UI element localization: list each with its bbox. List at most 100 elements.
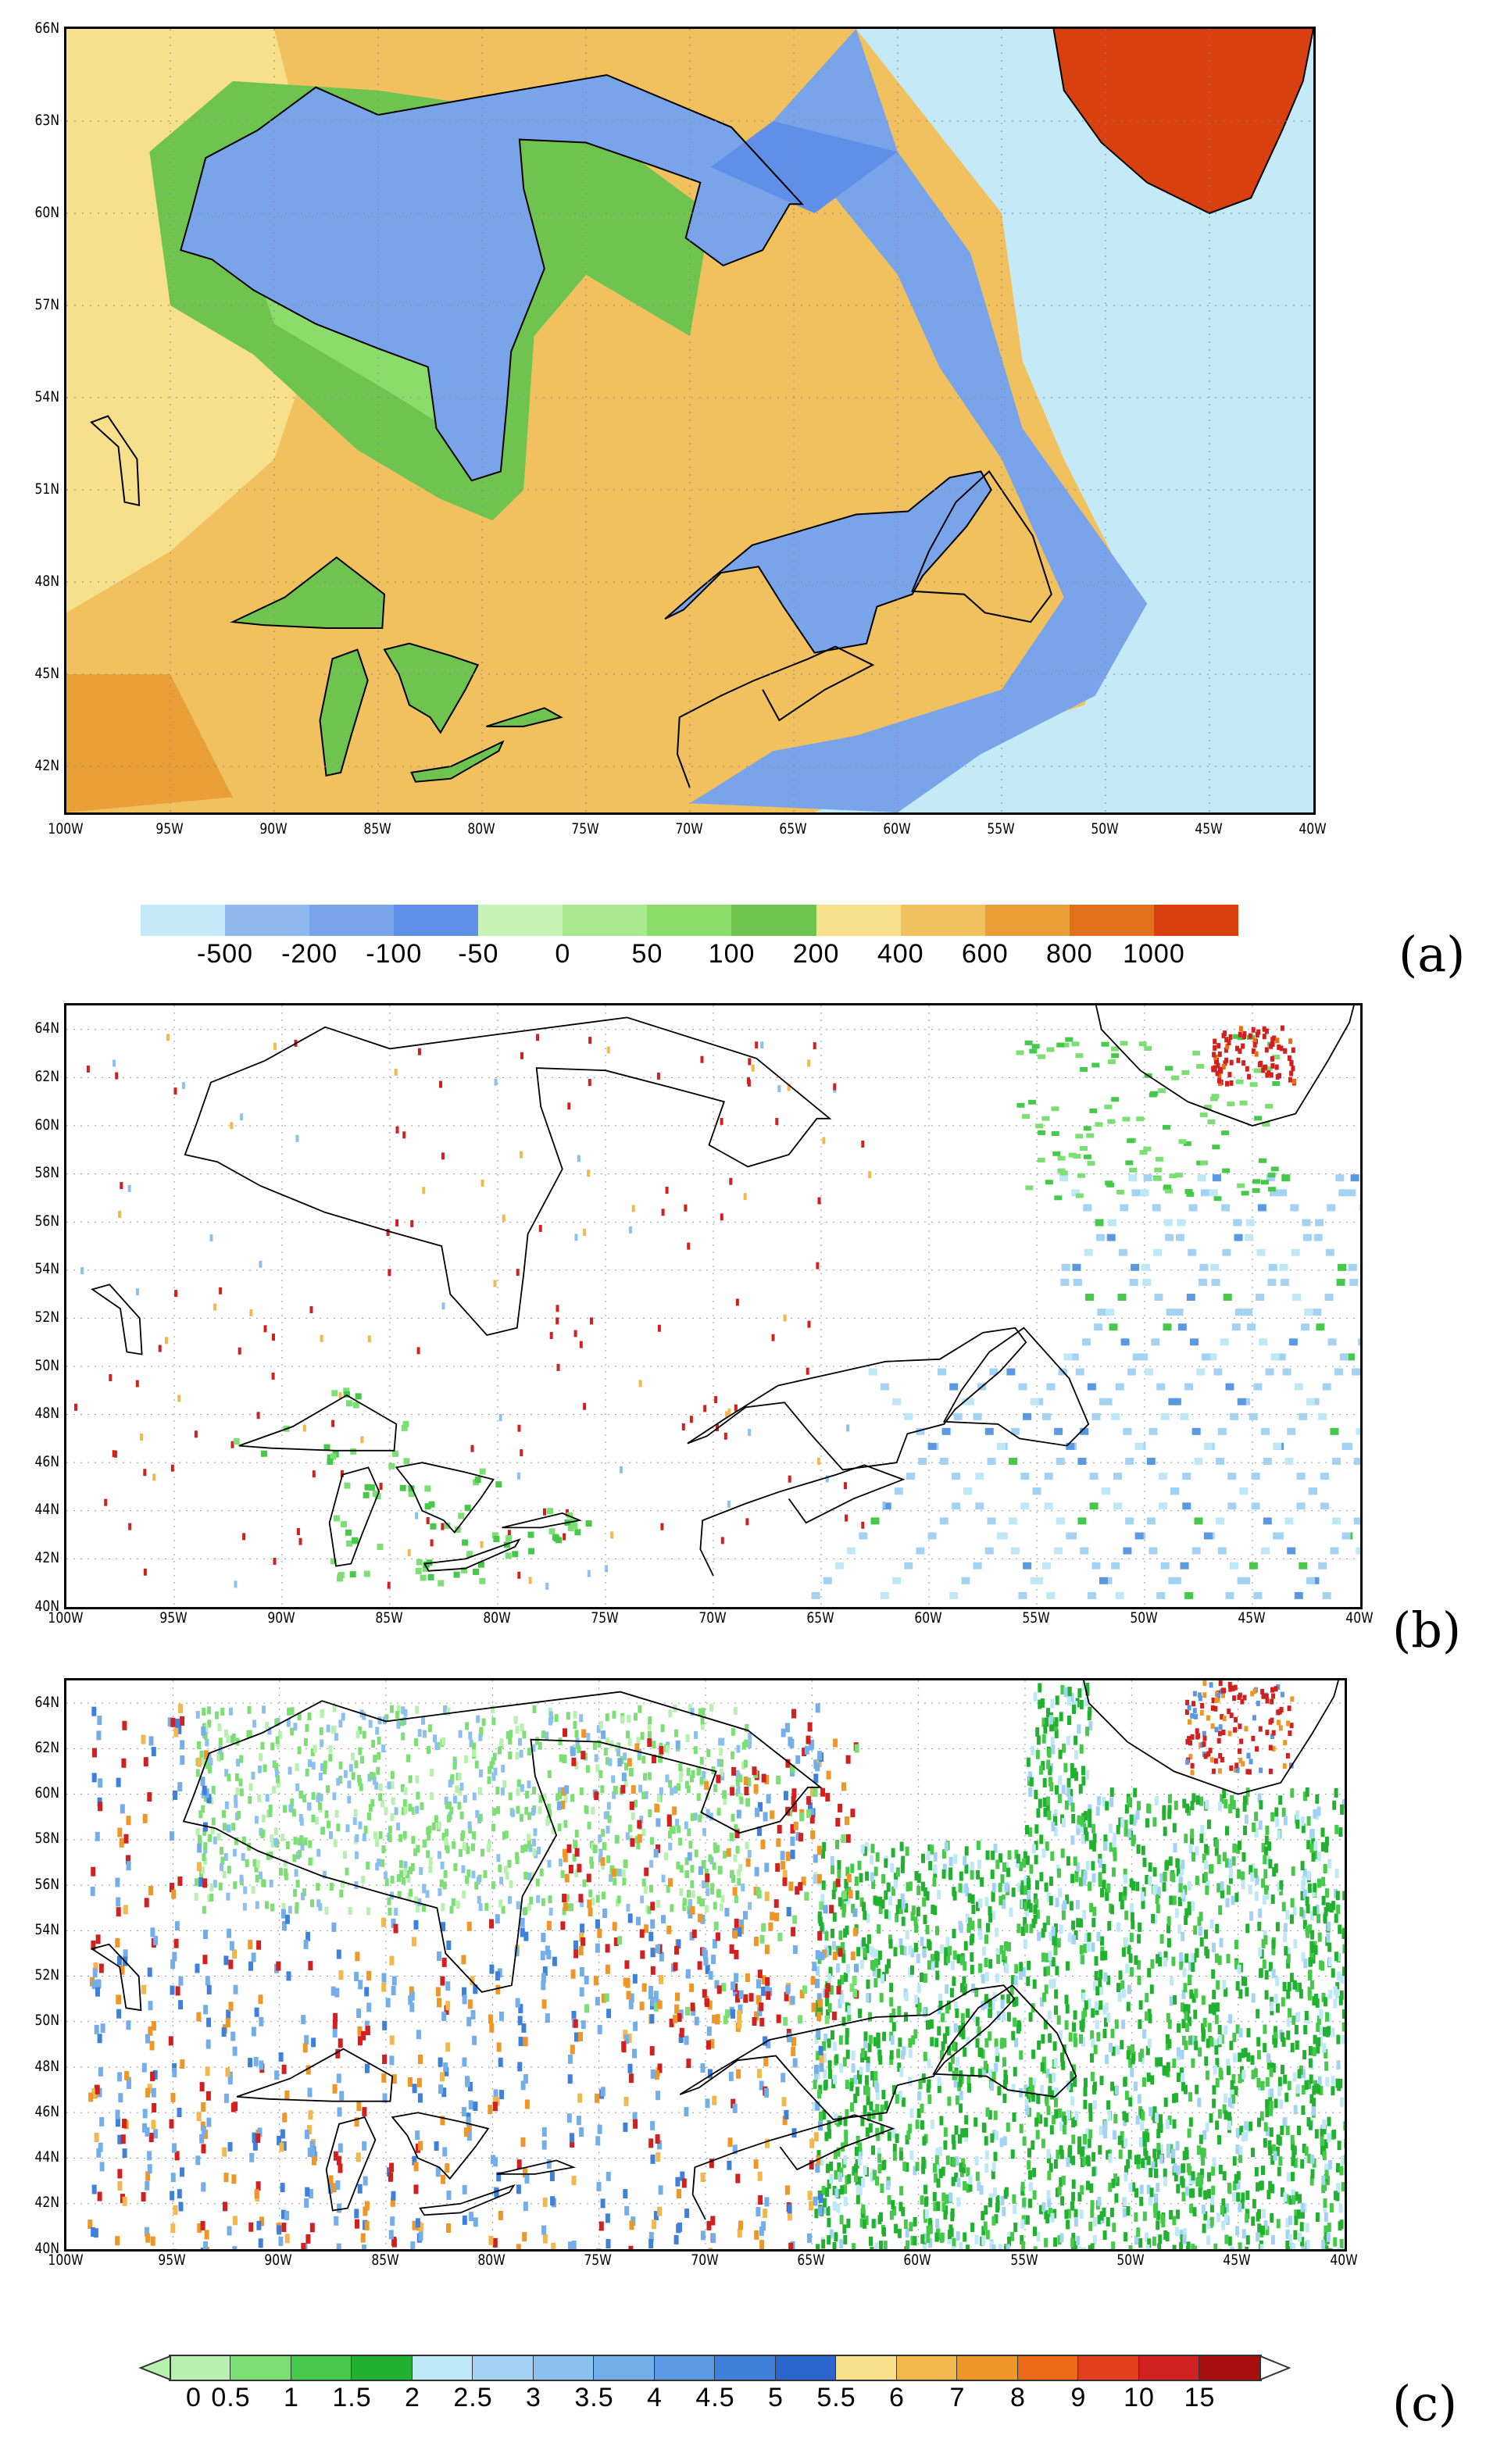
obs-pixel [1341, 2182, 1345, 2192]
obs-pixel [1262, 2209, 1266, 2219]
obs-pixel [1275, 1817, 1279, 1827]
obs-pixel [628, 1226, 632, 1234]
obs-pixel [842, 2057, 847, 2067]
obs-pixel [259, 2060, 264, 2070]
obs-pixel [1268, 2180, 1273, 2191]
obs-pixel [502, 1831, 506, 1840]
obs-pixel [1234, 2173, 1238, 2184]
obs-pixel [998, 2244, 1002, 2249]
obs-pixel [1180, 1412, 1189, 1420]
obs-pixel [305, 2130, 309, 2140]
obs-pixel [1123, 1868, 1127, 1878]
obs-pixel [970, 2066, 974, 2077]
obs-pixel [1109, 1787, 1114, 1798]
obs-pixel [1222, 1852, 1227, 1862]
obs-pixel [1168, 1856, 1173, 1866]
obs-pixel [1060, 2052, 1064, 2062]
obs-pixel [1167, 1809, 1172, 1819]
obs-pixel [1216, 1062, 1220, 1069]
obs-pixel [748, 1058, 752, 1066]
obs-pixel [1123, 2077, 1127, 2087]
obs-pixel [401, 1424, 408, 1431]
obs-pixel [1304, 1309, 1313, 1316]
obs-pixel [1013, 1976, 1018, 1986]
obs-pixel [1099, 1985, 1104, 1995]
obs-pixel [523, 2202, 528, 2212]
obs-pixel [920, 1937, 924, 1947]
obs-pixel [270, 1742, 275, 1751]
obs-pixel [1220, 1888, 1224, 1898]
obs-pixel [1217, 1077, 1221, 1084]
obs-pixel [332, 2084, 338, 2094]
obs-pixel [1053, 1945, 1058, 1955]
x-tick-label: 85W [363, 820, 391, 837]
obs-pixel [441, 1957, 447, 1967]
obs-pixel [1291, 2243, 1296, 2249]
obs-pixel [1045, 2068, 1050, 2078]
obs-pixel [1053, 2159, 1058, 2169]
obs-pixel [472, 1742, 477, 1751]
obs-pixel [1025, 1855, 1030, 1866]
obs-pixel [551, 1827, 556, 1835]
obs-pixel [1238, 1031, 1242, 1037]
obs-pixel [1267, 2140, 1272, 2150]
obs-pixel [1036, 2112, 1041, 2122]
obs-pixel [1149, 1427, 1158, 1435]
obs-pixel [566, 1712, 570, 1720]
obs-pixel [859, 2066, 863, 2077]
obs-pixel [479, 1468, 486, 1475]
obs-pixel [1184, 1383, 1194, 1391]
obs-pixel [823, 2069, 827, 2079]
obs-pixel [1189, 1989, 1194, 1999]
obs-pixel [1041, 1928, 1045, 1938]
obs-pixel [479, 1577, 486, 1584]
obs-pixel [1125, 1963, 1130, 1973]
obs-pixel [837, 2162, 841, 2173]
colorbar-label: -100 [366, 939, 423, 969]
obs-pixel [1296, 2209, 1301, 2219]
obs-pixel [403, 1861, 408, 1869]
observation-pixels [88, 1680, 1345, 2249]
obs-pixel [1035, 1749, 1040, 1759]
obs-pixel [573, 1721, 577, 1729]
obs-pixel [1200, 2148, 1205, 2158]
obs-pixel [1282, 2117, 1287, 2127]
obs-pixel [427, 1746, 430, 1754]
obs-pixel [344, 1482, 351, 1489]
obs-pixel [1256, 2212, 1260, 2222]
colorbar-label: -500 [197, 939, 254, 969]
obs-pixel [430, 1769, 434, 1777]
obs-pixel [444, 1842, 448, 1851]
obs-pixel [259, 1260, 263, 1268]
obs-pixel [606, 1046, 610, 1054]
obs-pixel [1316, 2022, 1320, 2032]
obs-pixel [813, 2073, 818, 2083]
obs-pixel [433, 1734, 437, 1743]
obs-pixel [933, 2202, 938, 2212]
obs-pixel [1116, 1922, 1120, 1932]
obs-pixel [725, 1411, 729, 1419]
obs-pixel [416, 1844, 420, 1853]
obs-pixel [954, 2125, 959, 2135]
obs-pixel [195, 1710, 200, 1719]
obs-pixel [1211, 1278, 1220, 1286]
obs-pixel [359, 1783, 363, 1791]
obs-pixel [1202, 2029, 1206, 2039]
obs-pixel [1331, 1901, 1336, 1911]
obs-pixel [1141, 1845, 1145, 1855]
obs-pixel [989, 1368, 998, 1376]
obs-pixel [523, 2074, 528, 2084]
obs-pixel [1061, 2175, 1066, 2185]
obs-pixel [926, 2019, 930, 2030]
obs-pixel [1123, 2197, 1127, 2207]
obs-pixel [1056, 1937, 1061, 1948]
obs-pixel [994, 2038, 998, 2048]
obs-pixel [171, 2248, 177, 2249]
obs-pixel [1294, 2216, 1299, 2226]
obs-pixel [1299, 1562, 1308, 1569]
obs-pixel [1113, 1852, 1117, 1862]
obs-pixel [377, 1716, 382, 1725]
obs-pixel [1213, 1196, 1222, 1202]
obs-pixel [463, 2127, 469, 2137]
obs-pixel [1081, 2037, 1085, 2047]
